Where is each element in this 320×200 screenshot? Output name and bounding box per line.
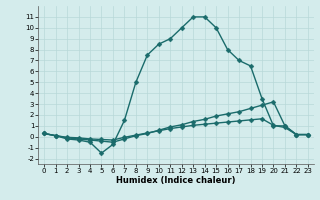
X-axis label: Humidex (Indice chaleur): Humidex (Indice chaleur) (116, 176, 236, 185)
